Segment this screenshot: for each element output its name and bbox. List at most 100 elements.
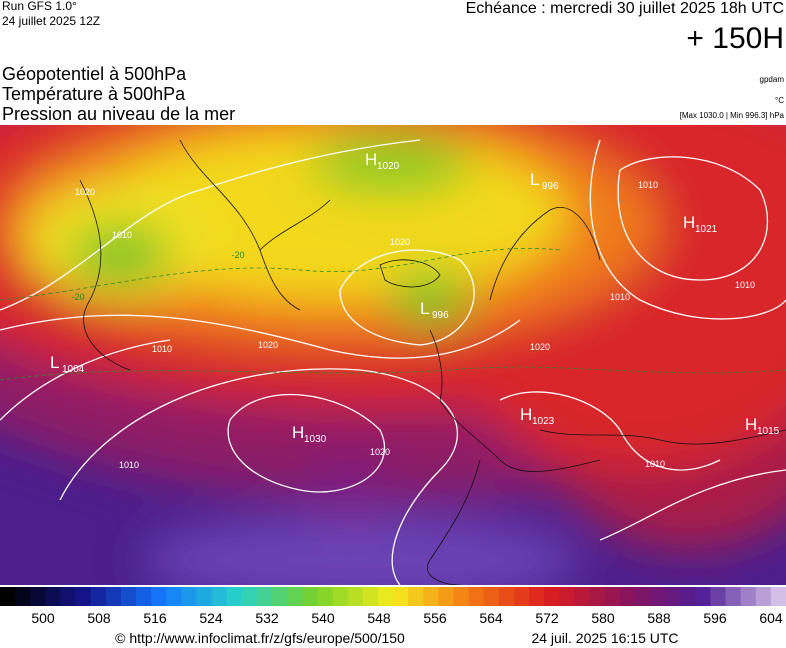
colorbar-tick-label: 588	[647, 610, 671, 626]
lead-time: + 150H	[686, 22, 784, 55]
colorbar-swatch	[710, 587, 727, 606]
colorbar-swatch	[287, 587, 303, 606]
isobar-label: 1020	[370, 447, 390, 457]
colorbar-swatch	[725, 587, 742, 606]
colorbar-swatch	[75, 587, 92, 606]
colorbar-swatch	[529, 587, 545, 606]
colorbar-swatch	[589, 587, 606, 606]
colorbar-swatch	[196, 587, 213, 606]
source-link[interactable]: © http://www.infoclimat.fr/z/gfs/europe/…	[115, 630, 405, 646]
layer-title: Géopotentiel à 500hPa	[2, 64, 187, 84]
center-value: 996	[542, 181, 559, 192]
colorbar-swatch	[755, 587, 772, 606]
colorbar-swatch	[120, 587, 137, 606]
colorbar-swatch	[302, 587, 318, 606]
colorbar-swatch	[619, 587, 636, 606]
colorbar-swatch	[181, 587, 197, 606]
unit-label: °C	[775, 96, 784, 105]
colorbar-swatch	[30, 587, 46, 606]
colorbar-swatch	[423, 587, 439, 606]
colorbar-tick-label: 556	[423, 610, 447, 626]
colorbar-tick-label: 532	[255, 610, 279, 626]
center-letter: H	[292, 423, 304, 442]
colorbar-swatch	[634, 587, 651, 606]
colorbar-swatch	[347, 587, 364, 606]
colorbar-swatch	[740, 587, 757, 606]
colorbar: 500 508 516 524 532 540 548 556 564 572 580 588 596 6…	[0, 587, 786, 626]
colorbar-swatch	[226, 587, 243, 606]
colorbar-swatch	[680, 587, 696, 606]
isobar-label: 1020	[75, 187, 95, 197]
center-value: 1015	[757, 426, 780, 437]
colorbar-swatch	[544, 587, 560, 606]
field	[0, 125, 786, 585]
center-value: 1004	[62, 364, 85, 375]
colorbar-swatch	[105, 587, 122, 606]
center-letter: L	[420, 299, 429, 318]
colorbar-swatch	[362, 587, 379, 606]
isobar-label: 1010	[645, 459, 665, 469]
isobar-label: 1010	[119, 460, 139, 470]
isobar-label: 1010	[610, 292, 630, 302]
colorbar-swatch	[60, 587, 77, 606]
isotherm-label: -20	[71, 292, 84, 302]
colorbar-tick-label: 540	[311, 610, 335, 626]
center-value: 1021	[695, 224, 718, 235]
colorbar-swatch	[15, 587, 31, 606]
center-letter: H	[683, 213, 695, 232]
layer-title: Pression au niveau de la mer	[2, 104, 235, 124]
colorbar-swatch	[393, 587, 409, 606]
colorbar-swatch	[665, 587, 681, 606]
colorbar-swatch	[90, 587, 107, 606]
center-value: 1030	[304, 434, 327, 445]
valid-time: Echéance : mercredi 30 juillet 2025 18h …	[466, 0, 784, 17]
center-letter: H	[745, 415, 757, 434]
colorbar-swatch	[468, 587, 485, 606]
colorbar-swatch	[408, 587, 424, 606]
isobar-label: 1010	[112, 230, 132, 240]
center-letter: L	[50, 353, 59, 372]
colorbar-swatch	[438, 587, 454, 606]
isobar-label: 1020	[390, 237, 410, 247]
isotherm-label: -20	[231, 250, 244, 260]
colorbar-swatch	[498, 587, 515, 606]
colorbar-swatch	[377, 587, 394, 606]
unit-label: [Max 1030.0 | Min 996.3] hPa	[680, 111, 785, 120]
colorbar-swatch	[559, 587, 575, 606]
isobars	[0, 139, 786, 585]
isotherms	[0, 247, 786, 381]
colorbar-tick-label: 572	[535, 610, 559, 626]
unit-label: gpdam	[760, 75, 785, 84]
colorbar-swatch	[483, 587, 500, 606]
isobar-label: 1010	[735, 280, 755, 290]
colorbar-swatch	[272, 587, 288, 606]
center-letter: H	[365, 150, 377, 169]
colorbar-swatch	[211, 587, 228, 606]
isobar-label: 1010	[638, 180, 658, 190]
colorbar-tick-label: 500	[31, 610, 55, 626]
center-value: 1020	[377, 161, 400, 172]
colorbar-swatch	[770, 587, 786, 606]
colorbar-swatch	[45, 587, 61, 606]
colorbar-swatch	[317, 587, 334, 606]
colorbar-swatch	[256, 587, 273, 606]
colorbar-swatch	[513, 587, 530, 606]
colorbar-swatch	[241, 587, 258, 606]
colorbar-tick-label: 580	[591, 610, 615, 626]
isobar-label: 1020	[258, 340, 278, 350]
colorbar-swatch	[166, 587, 182, 606]
layer-title: Température à 500hPa	[2, 84, 186, 104]
colorbar-tick-label: 548	[367, 610, 391, 626]
colorbar-tick-label: 596	[703, 610, 727, 626]
colorbar-swatch	[574, 587, 590, 606]
issue-date: 24 juil. 2025 16:15 UTC	[531, 630, 678, 646]
colorbar-swatch	[151, 587, 167, 606]
colorbar-swatch	[604, 587, 621, 606]
colorbar-swatch	[332, 587, 349, 606]
colorbar-swatch	[695, 587, 711, 606]
center-value: 1023	[532, 416, 555, 427]
colorbar-tick-label: 508	[87, 610, 111, 626]
colorbar-tick-label: 604	[759, 610, 783, 626]
center-value: 996	[432, 310, 449, 321]
